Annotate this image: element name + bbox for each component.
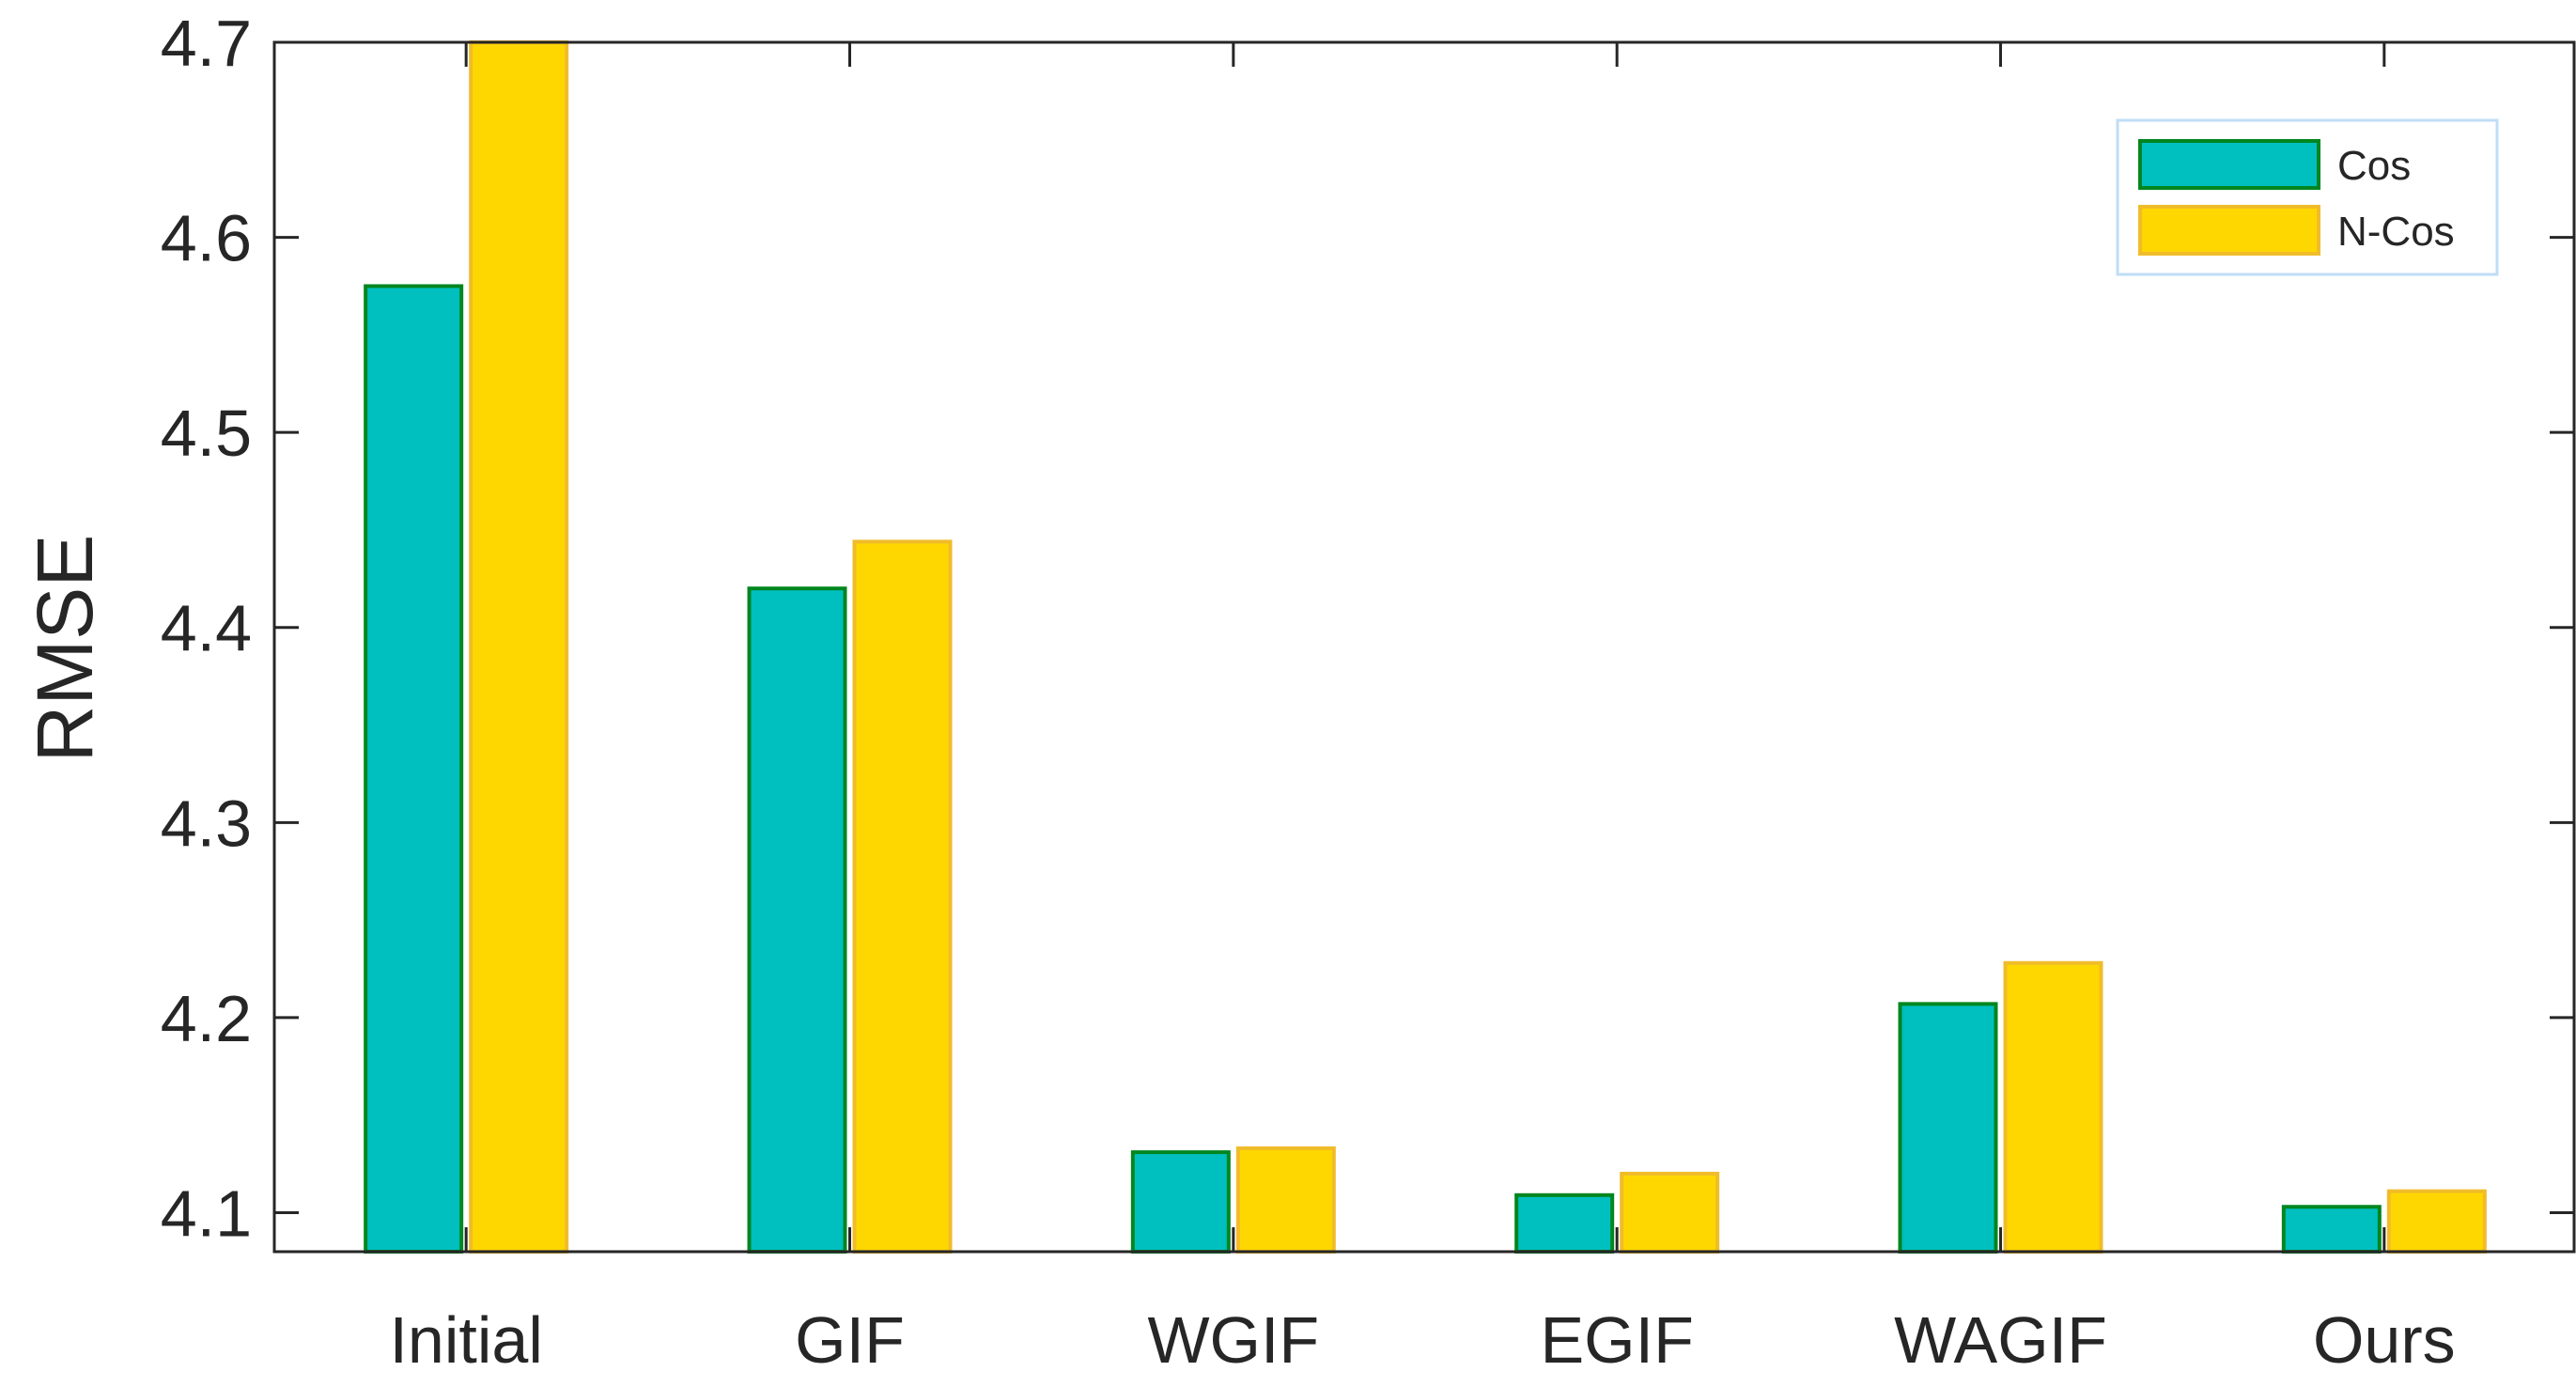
plot-frame — [272, 40, 2576, 1254]
x-tick-label-initial: Initial — [389, 1303, 542, 1377]
y-tick-label: 4.4 — [161, 592, 252, 665]
bar-cos-gif — [747, 586, 847, 1254]
bar-cos-wagif — [1898, 1002, 1998, 1254]
y-tick-label: 4.3 — [161, 787, 252, 860]
legend-label-n-cos: N-Cos — [2337, 209, 2455, 255]
legend-label-cos: Cos — [2337, 143, 2411, 189]
y-axis-title: RMSE — [21, 535, 109, 763]
legend: Cos N-Cos — [2116, 118, 2499, 276]
y-tick-label: 4.7 — [161, 7, 252, 80]
bar-cos-ours — [2281, 1205, 2382, 1255]
x-tick-label-gif: GIF — [795, 1303, 905, 1377]
bar-cos-wgif — [1130, 1150, 1231, 1255]
y-tick-label: 4.5 — [161, 397, 252, 470]
bars-layer — [364, 40, 2487, 1255]
bar-n-cos-gif — [852, 539, 953, 1254]
bar-n-cos-ours — [2386, 1189, 2487, 1255]
bar-cos-egif — [1514, 1192, 1615, 1255]
y-tick-label: 4.2 — [161, 982, 252, 1055]
labels-layer: 4.1 4.2 4.3 4.4 4.5 4.6 4.7 Initial GIF WGIF EGIF W… — [21, 7, 2456, 1377]
bar-n-cos-initial — [469, 40, 569, 1254]
y-tick-label: 4.6 — [161, 202, 252, 275]
legend-swatch-cos — [2138, 139, 2320, 190]
bar-n-cos-wgif — [1235, 1145, 1336, 1255]
bar-n-cos-wagif — [2003, 960, 2103, 1254]
bar-cos-initial — [364, 284, 464, 1254]
x-tick-label-egif: EGIF — [1540, 1303, 1693, 1377]
axes-layer — [272, 40, 2576, 1254]
x-tick-label-wagif: WAGIF — [1894, 1303, 2107, 1377]
x-tick-label-wgif: WGIF — [1147, 1303, 1319, 1377]
y-tick-label: 4.1 — [161, 1177, 252, 1250]
legend-swatch-n-cos — [2138, 205, 2320, 256]
x-tick-label-ours: Ours — [2313, 1303, 2456, 1377]
bar-n-cos-egif — [1620, 1171, 1720, 1255]
